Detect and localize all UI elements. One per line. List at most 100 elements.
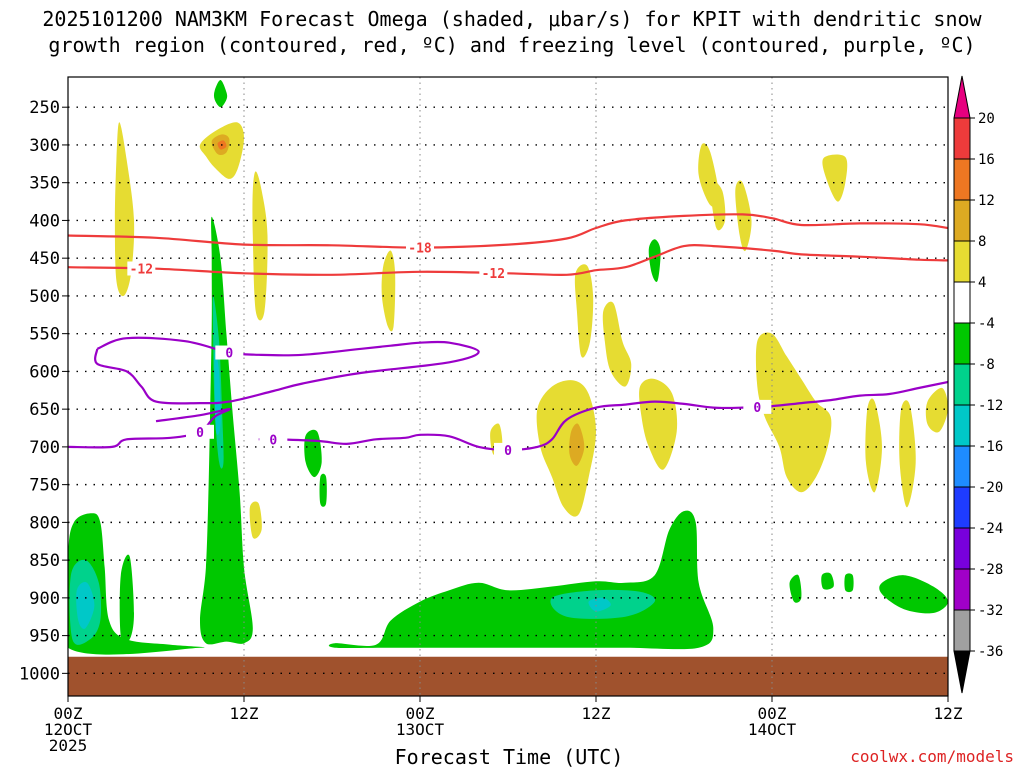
dgz-contour-1 xyxy=(68,243,948,276)
y-tick-label-350: 350 xyxy=(29,174,60,194)
x-tick-label-0-0: 00Z xyxy=(54,704,83,723)
omega-region-38 xyxy=(710,180,726,231)
colorbar-bottom-arrow xyxy=(953,650,971,694)
colorbar-swatch-4 xyxy=(953,281,971,324)
x-axis-label: Forecast Time (UTC) xyxy=(395,745,624,768)
colorbar-swatch-10 xyxy=(953,527,971,570)
x-tick-label-60-0: 12Z xyxy=(934,704,963,723)
colorbar-swatch-9 xyxy=(953,486,971,529)
dgz-label-bg-0 xyxy=(406,240,434,255)
freezing-label-bg-1 xyxy=(186,424,214,439)
x-tick-label-48-1: 14OCT xyxy=(748,720,797,739)
colorbar-swatch-12 xyxy=(953,609,971,652)
colorbar-label-8: -16 xyxy=(978,439,1003,455)
y-tick-label-850: 850 xyxy=(29,551,60,571)
colorbar-top-arrow xyxy=(953,75,971,119)
freezing-label-3: 0 xyxy=(504,444,512,459)
colorbar-swatch-6 xyxy=(953,363,971,406)
colorbar-label-2: 12 xyxy=(978,193,995,209)
plot-frame xyxy=(67,76,949,697)
colorbar-label-7: -12 xyxy=(978,398,1003,414)
grid-lines xyxy=(68,77,948,696)
colorbar-swatch-3 xyxy=(953,240,971,283)
omega-region-31 xyxy=(755,332,832,493)
freezing-label-0: 0 xyxy=(225,347,233,362)
x-tick-label-24-0: 00Z xyxy=(406,704,435,723)
omega-region-12 xyxy=(119,554,134,643)
colorbar-label-11: -28 xyxy=(978,562,1003,578)
freezing-label-4: 0 xyxy=(753,401,761,416)
dgz-label-2: -12 xyxy=(482,267,505,282)
colorbar-label-3: 8 xyxy=(978,234,986,250)
colorbar-swatch-7 xyxy=(953,404,971,447)
freezing-label-bg-4 xyxy=(743,399,772,414)
dgz-contour-0 xyxy=(68,213,948,249)
y-tick-label-900: 900 xyxy=(29,589,60,609)
freezing-label-2: 0 xyxy=(269,433,277,448)
x-tick-label-12-0: 12Z xyxy=(230,704,259,723)
colorbar-label-12: -32 xyxy=(978,603,1003,619)
y-tick-label-450: 450 xyxy=(29,249,60,269)
x-tick-label-0-1: 12OCT xyxy=(44,720,93,739)
x-tick-label-0-2: 2025 xyxy=(49,736,88,755)
watermark: coolwx.com/models xyxy=(850,747,1014,766)
y-tick-label-750: 750 xyxy=(29,476,60,496)
omega-region-20 xyxy=(821,572,834,590)
colorbar-label-5: -4 xyxy=(978,316,995,332)
colorbar-label-13: -36 xyxy=(978,644,1003,660)
omega-region-0 xyxy=(114,122,135,297)
colorbar-swatch-1 xyxy=(953,158,971,201)
freezing-contour-2 xyxy=(258,380,948,452)
omega-region-21 xyxy=(844,573,854,593)
omega-region-33 xyxy=(865,398,882,493)
ground-layer xyxy=(68,656,948,696)
freezing-label-bg-0 xyxy=(215,345,244,360)
freezing-label-1: 0 xyxy=(196,426,204,441)
omega-region-14 xyxy=(319,473,327,507)
y-tick-label-650: 650 xyxy=(29,400,60,420)
colorbar-swatch-2 xyxy=(953,199,971,242)
y-tick-label-600: 600 xyxy=(29,362,60,382)
dgz-label-0: -18 xyxy=(408,242,432,257)
omega-region-27 xyxy=(569,423,585,466)
y-tick-label-1000: 1000 xyxy=(19,664,60,684)
omega-region-26 xyxy=(536,380,596,517)
omega-region-17 xyxy=(588,597,611,612)
colorbar-swatch-8 xyxy=(953,445,971,488)
omega-region-36 xyxy=(249,501,262,539)
omega-region-9 xyxy=(68,513,205,655)
x-tick-label-24-1: 13OCT xyxy=(396,720,445,739)
freezing-label-bg-3 xyxy=(494,442,522,457)
freezing-contour-0 xyxy=(94,336,480,405)
y-tick-label-550: 550 xyxy=(29,325,60,345)
freezing-label-bg-2 xyxy=(259,432,288,447)
colorbar: 20 16 12 8 4 -4 -8 -12 -16 -20 -24 -28 -32 -36 xyxy=(953,75,1003,694)
y-tick-label-400: 400 xyxy=(29,211,60,231)
omega-region-19 xyxy=(789,574,802,603)
omega-region-35 xyxy=(925,387,948,433)
omega-region-25 xyxy=(602,301,632,387)
y-axis-ticks: 250 300 350 400 450 500 550 600 650 700 750 800 850 9… xyxy=(19,98,68,684)
omega-region-18 xyxy=(648,239,661,282)
y-tick-label-250: 250 xyxy=(29,98,60,118)
colorbar-swatch-5 xyxy=(953,322,971,365)
omega-region-22 xyxy=(879,575,948,614)
colorbar-label-9: -20 xyxy=(978,480,1003,496)
x-tick-label-48-0: 00Z xyxy=(758,704,787,723)
omega-region-11 xyxy=(76,582,95,629)
colorbar-label-0: 20 xyxy=(978,111,995,127)
omega-region-30 xyxy=(735,180,752,252)
x-tick-label-36-0: 12Z xyxy=(582,704,611,723)
colorbar-label-6: -8 xyxy=(978,357,995,373)
omega-region-5 xyxy=(213,79,228,108)
y-tick-label-300: 300 xyxy=(29,136,60,156)
dgz-label-1: -12 xyxy=(130,262,153,277)
omega-region-32 xyxy=(822,154,848,202)
y-tick-label-950: 950 xyxy=(29,627,60,647)
colorbar-label-4: 4 xyxy=(978,275,986,291)
omega-region-34 xyxy=(899,400,916,508)
colorbar-swatch-11 xyxy=(953,568,971,611)
y-tick-label-500: 500 xyxy=(29,287,60,307)
